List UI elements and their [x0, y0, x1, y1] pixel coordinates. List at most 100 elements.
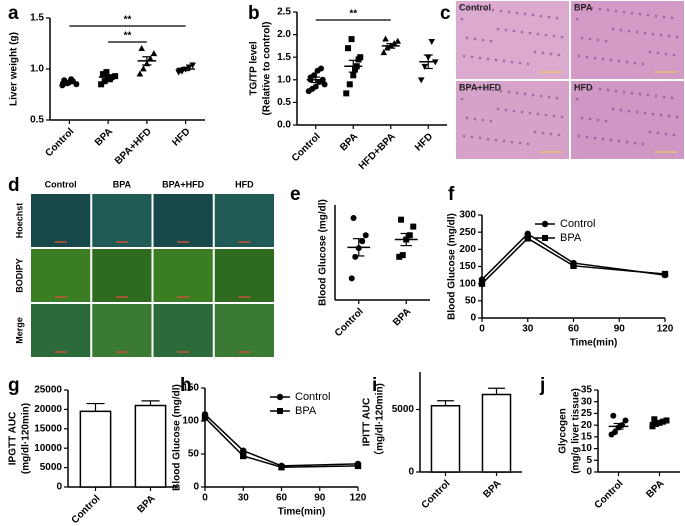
nucleus [515, 11, 519, 15]
fluorescence-image [31, 304, 91, 357]
histology-image [456, 81, 569, 159]
nucleus [646, 93, 650, 97]
nucleus [574, 4, 578, 8]
nucleus [549, 132, 553, 136]
nucleus [606, 88, 610, 92]
panel-letter: i [372, 375, 377, 396]
bar [79, 410, 112, 488]
fluorescence-image [153, 249, 213, 302]
histology-image [456, 1, 569, 79]
nucleus [596, 118, 600, 122]
marker [101, 78, 108, 85]
row-label: Hoechst [14, 203, 24, 239]
fluorescence-image [92, 249, 152, 302]
nucleus [651, 112, 655, 116]
y-tick-label: 0.5 [277, 97, 291, 108]
nucleus [633, 141, 637, 145]
nucleus [601, 57, 605, 61]
y-tick-label: 50 [465, 295, 477, 306]
nucleus [667, 114, 671, 118]
nucleus [539, 94, 543, 98]
marker [421, 63, 429, 70]
y-axis-label: Blood Glucose (mg/dl) [447, 213, 458, 320]
nucleus [622, 90, 626, 94]
nucleus [588, 37, 592, 41]
y-tick-label: 10 [581, 443, 593, 454]
y-axis-label: IPGTT AUC [8, 412, 19, 466]
fluorescence-image [31, 249, 91, 302]
y-tick-label: 0 [193, 482, 199, 493]
nucleus [582, 5, 586, 9]
nucleus [518, 141, 522, 145]
legend-label: Control [295, 391, 330, 403]
nucleus [499, 89, 503, 93]
marker [345, 45, 352, 52]
nucleus [635, 30, 639, 34]
nucleus [593, 136, 597, 140]
nucleus [635, 110, 639, 114]
marker [428, 38, 436, 45]
panel-letter: g [8, 375, 20, 396]
nucleus [467, 5, 471, 9]
nucleus [512, 109, 516, 113]
nucleus [648, 50, 652, 54]
nucleus [486, 57, 490, 61]
nucleus [494, 138, 498, 142]
x-tick-label: HFD+BPA [357, 131, 398, 172]
column-label: BPA [113, 179, 132, 189]
nucleus [502, 139, 506, 143]
nucleus [580, 36, 584, 40]
x-tick-label: 60 [276, 493, 288, 504]
series-line [481, 237, 666, 285]
y-tick-label: 1.5 [277, 52, 291, 63]
nucleus [504, 108, 508, 112]
nucleus [654, 94, 658, 98]
histology-image [571, 1, 684, 79]
fluorescence-image [214, 249, 274, 302]
y-tick-label: 0.0 [277, 120, 291, 131]
nucleus [478, 56, 482, 60]
nucleus [460, 97, 464, 101]
y-tick-label: 20 [581, 420, 593, 431]
significance-label: ** [349, 9, 357, 20]
nucleus [619, 108, 623, 112]
panel-letter: b [248, 3, 260, 24]
y-tick-label: 1.0 [277, 74, 291, 85]
nucleus [475, 6, 479, 10]
marker [318, 65, 325, 72]
nucleus [552, 114, 556, 118]
x-tick-label: 0 [202, 493, 208, 504]
y-axis-label: IPITT AUC [362, 398, 373, 447]
nucleus [533, 130, 537, 134]
y-tick-label: 15 [581, 431, 593, 442]
nucleus [462, 54, 466, 58]
nucleus [625, 140, 629, 144]
series-line [481, 232, 666, 281]
nucleus [643, 111, 647, 115]
nucleus [662, 15, 666, 19]
marker [651, 416, 658, 423]
nucleus [483, 87, 487, 91]
x-tick-label: BPA [391, 306, 413, 328]
y-axis-label: Blood Glucose (mg/dl) [172, 384, 183, 491]
bar [481, 393, 512, 473]
y-tick-label: 0 [408, 467, 414, 478]
marker [136, 70, 144, 77]
nucleus [467, 85, 471, 89]
nucleus [574, 84, 578, 88]
nucleus [643, 31, 647, 35]
nucleus [547, 15, 551, 19]
marker [201, 414, 209, 421]
marker [240, 447, 247, 454]
nucleus [627, 29, 631, 33]
nucleus [526, 62, 530, 66]
y-tick-label: 15000 [34, 423, 62, 434]
fluorescence-image [214, 194, 274, 247]
nucleus [654, 14, 658, 18]
marker [103, 69, 110, 76]
nucleus [590, 6, 594, 10]
x-tick-label: BPA [481, 478, 503, 500]
marker [147, 55, 154, 62]
marker [240, 452, 247, 460]
legend-label: Control [560, 218, 595, 230]
